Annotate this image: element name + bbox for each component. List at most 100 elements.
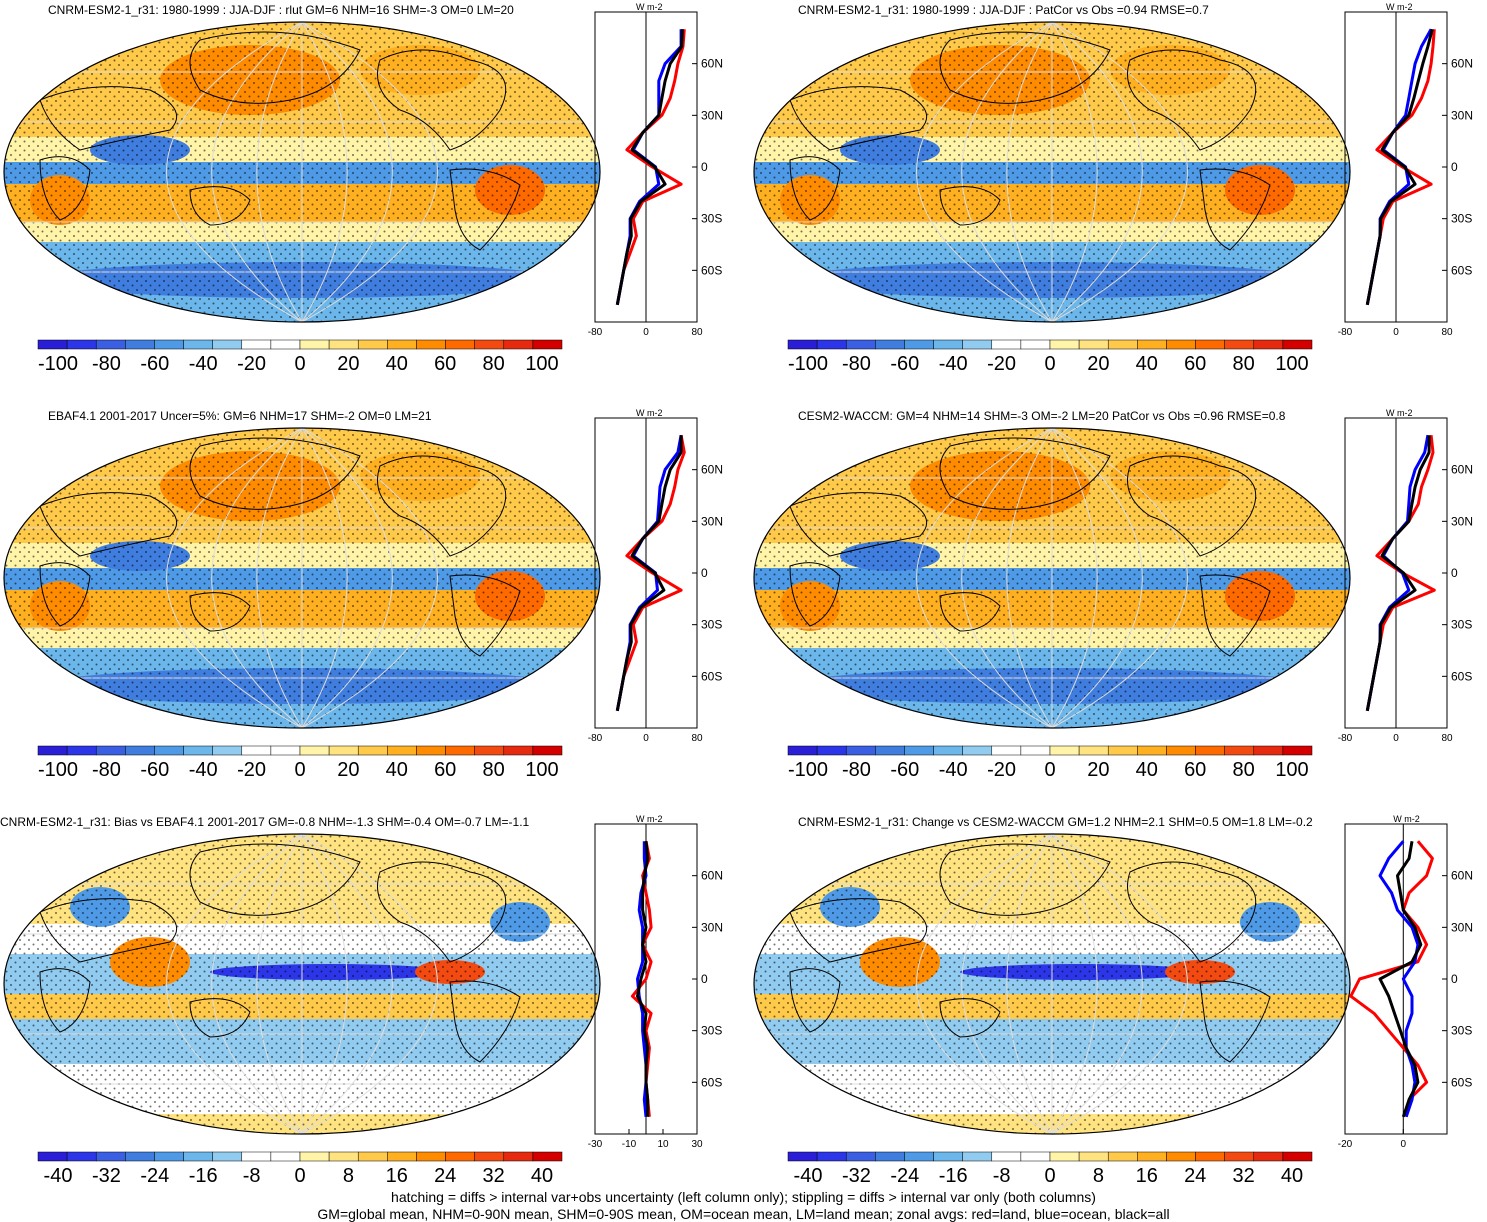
colorbar-tick-label: 20 [1087,353,1109,375]
colorbar-segment [387,1151,417,1162]
colorbar-segment [1137,1151,1167,1162]
continent-outline [789,156,841,221]
zonal-series-line [1365,29,1436,306]
continent-outline [39,898,178,963]
colorbar-tick-label: -40 [939,353,968,375]
continent-outline [189,998,251,1038]
colorbar-tick-label: 0 [294,353,305,375]
colorbar-segment [1224,745,1255,756]
colorbar-tick-label: 40 [1136,759,1158,781]
colorbar-tick-label: -20 [237,353,266,375]
continent-outline [939,437,1111,510]
colorbar-segment [328,745,359,756]
zonal-series-line [1349,840,1434,1118]
colorbar-tick-label: 0 [294,1165,305,1187]
colorbar-segment [816,1151,847,1162]
colorbar-segment [154,745,184,756]
continent-outline [1127,861,1257,963]
zonal-lat-tick-label: 0 [701,566,708,580]
chart-title: CNRM-ESM2-1_r31: Bias vs EBAF4.1 2001-20… [0,815,530,829]
colorbar-segment [1195,339,1225,350]
zonal-lat-tick-label: 30N [1451,108,1473,122]
chart-title: CNRM-ESM2-1_r31: 1980-1999 : JJA-DJF : r… [48,3,514,17]
colorbar-segment [1282,745,1313,756]
continent-outline [939,186,1001,226]
colorbar-segment [183,339,213,350]
continent-outline [189,592,251,632]
colorbar: -100 -80 -60 -40 -20 0 20 40 60 80 100 [787,745,1313,781]
continent-outline [789,86,928,151]
chart-panel-4: CESM2-WACCM: GM=4 NHM=14 SHM=-3 OM=-2 LM… [750,406,1487,806]
zonal-mean-plot: W m-2 60N 30N 0 30S 60S -80 0 80 [1338,2,1473,338]
colorbar-segment [241,745,272,756]
colorbar-tick-label: -60 [890,759,919,781]
colorbar-segment [1195,1151,1225,1162]
zonal-lat-tick-label: 60N [1451,57,1473,71]
colorbar-segment [66,339,97,350]
colorbar-segment [1020,1151,1051,1162]
colorbar-segment [933,745,963,756]
continent-outline [189,31,361,104]
continent-outline [189,437,361,510]
colorbar-segment [474,745,505,756]
continent-outline [939,843,1111,916]
colorbar-segment [904,339,934,350]
colorbar-segment [125,745,155,756]
continent-outline [39,492,178,557]
zonal-unit-label: W m-2 [1386,408,1413,418]
colorbar-tick-label: 0 [1044,759,1055,781]
colorbar-tick-label: -32 [92,1165,121,1187]
zonal-mean-plot: W m-2 60N 30N 0 30S 60S -80 0 80 [588,2,723,338]
zonal-x-tick-label: -80 [588,733,603,744]
chart-panel-5: CNRM-ESM2-1_r31: Bias vs EBAF4.1 2001-20… [0,812,737,1212]
chart-svg: -100 -80 -60 -40 -20 0 20 40 60 80 100 W m-2 60N 30N 0… [753,2,1473,375]
colorbar-segment [875,745,905,756]
chart-svg: -40 -32 -24 -16 -8 0 8 16 24 32 40 W m-2 60N 30N 0 30S 6… [753,814,1473,1187]
colorbar-segment [66,1151,97,1162]
chart-title: EBAF4.1 2001-2017 Uncer=5%: GM=6 NHM=17 … [48,409,432,423]
colorbar-tick-label: -20 [987,759,1016,781]
colorbar-segment [241,339,272,350]
colorbar-tick-label: -80 [842,759,871,781]
zonal-lat-tick-label: 60S [701,263,722,277]
chart-panel-2: CNRM-ESM2-1_r31: 1980-1999 : JJA-DJF : P… [750,0,1487,400]
colorbar-segment [1166,745,1196,756]
colorbar-segment [1020,339,1051,350]
zonal-lat-tick-label: 60N [701,57,723,71]
zonal-series-line [615,435,683,712]
world-map [754,22,1350,322]
colorbar-tick-label: -80 [92,759,121,781]
zonal-x-tick-label: 0 [1401,1139,1407,1150]
zonal-lat-tick-label: 30S [1451,212,1472,226]
colorbar-segment [1107,1151,1138,1162]
continent-outline [39,86,178,151]
colorbar-segment [1049,1151,1080,1162]
colorbar-segment [125,339,155,350]
zonal-x-tick-label: 80 [1441,733,1453,744]
colorbar-segment [532,1151,563,1162]
colorbar-tick-label: -80 [842,353,871,375]
colorbar-segment [962,339,993,350]
colorbar-tick-label: 16 [386,1165,408,1187]
continent-outline [1199,574,1271,657]
colorbar-tick-label: 8 [343,1165,354,1187]
colorbar-segment [503,745,534,756]
colorbar-tick-label: 16 [1136,1165,1158,1187]
colorbar-segment [991,1151,1022,1162]
zonal-lat-tick-label: 0 [1451,160,1458,174]
colorbar-segment [1137,339,1167,350]
colorbar: -100 -80 -60 -40 -20 0 20 40 60 80 100 [787,339,1313,375]
zonal-x-tick-label: 80 [691,733,703,744]
colorbar-segment [904,745,934,756]
colorbar-tick-label: 0 [1044,1165,1055,1187]
colorbar-segment [445,745,475,756]
zonal-lat-tick-label: 30N [701,920,723,934]
zonal-x-tick-label: 10 [657,1139,669,1150]
zonal-lat-tick-label: 60S [701,669,722,683]
colorbar-tick-label: -40 [794,1165,823,1187]
colorbar-tick-label: 40 [386,353,408,375]
colorbar-segment [1049,745,1080,756]
continent-outline [377,455,507,557]
colorbar-tick-label: -20 [987,353,1016,375]
colorbar-segment [503,339,534,350]
